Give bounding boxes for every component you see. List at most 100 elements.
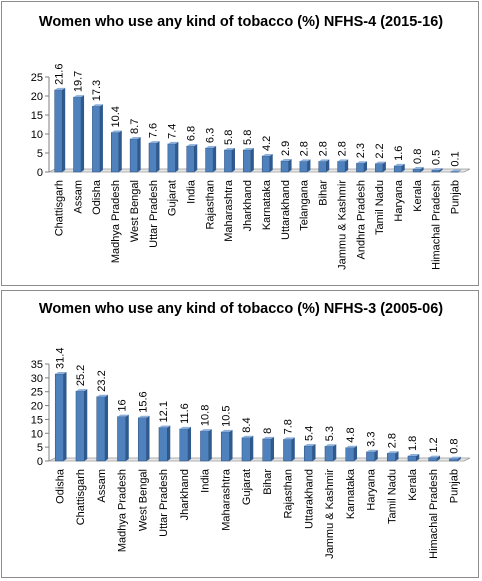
data-label: 15.6 — [137, 391, 149, 412]
y-tick-label: 0 — [37, 167, 43, 179]
bar-top — [413, 166, 424, 169]
bar-top — [148, 141, 160, 144]
data-label: 11.6 — [179, 403, 191, 424]
bar-front — [324, 446, 334, 462]
chart-panel-nfhs4: Women who use any kind of tobacco (%) NF… — [1, 1, 479, 286]
bar-top — [337, 159, 349, 162]
bar-front — [158, 427, 168, 462]
bar — [111, 130, 122, 173]
y-tick-label: 25 — [31, 72, 43, 84]
bar-side — [458, 169, 462, 172]
bar-front — [75, 390, 85, 462]
data-label: 0.1 — [450, 151, 462, 166]
category-label: Andhra Pradesh — [355, 180, 367, 260]
bar-top — [54, 87, 66, 90]
bar-side — [269, 154, 273, 172]
category-label: Jharkhand — [179, 469, 191, 520]
bar-side — [307, 159, 311, 172]
bar-front — [283, 439, 293, 462]
bar-front — [299, 161, 308, 173]
bar-front — [431, 169, 440, 173]
bar-front — [428, 457, 438, 462]
bar-side — [382, 161, 386, 172]
bar — [303, 444, 316, 462]
bar-top — [449, 456, 461, 459]
bar-top — [299, 159, 311, 162]
bar-top — [186, 144, 198, 147]
y-tick-label: 25 — [31, 387, 43, 399]
category-label: Punjab — [450, 180, 462, 214]
category-label: Maharashtra — [223, 179, 235, 242]
bar-top — [111, 130, 122, 133]
bar — [54, 87, 66, 173]
bar — [205, 146, 217, 173]
data-label: 4.2 — [261, 136, 273, 151]
bar-side — [213, 146, 217, 172]
bar-front — [450, 171, 459, 173]
category-label: Uttar Pradesh — [148, 180, 160, 248]
bar — [337, 159, 349, 173]
category-label: Rajasthan — [283, 469, 295, 519]
bar-front — [186, 145, 195, 173]
bar-top — [324, 444, 337, 447]
bar-top — [158, 425, 171, 428]
bar-top — [394, 163, 405, 166]
data-label: 31.4 — [54, 348, 66, 369]
bar-top — [345, 445, 358, 448]
bar — [393, 163, 405, 173]
data-label: 1.6 — [393, 146, 405, 161]
category-label: Karnataka — [261, 179, 273, 230]
data-label: 5.4 — [303, 426, 315, 441]
data-label: 4.8 — [345, 427, 357, 442]
bar-front — [412, 168, 421, 173]
bar-top — [428, 455, 441, 458]
bar-front — [280, 160, 289, 173]
y-tick-label: 10 — [31, 129, 43, 141]
bar-top — [73, 95, 85, 98]
bar-top — [262, 154, 273, 157]
bar-top — [375, 161, 386, 164]
category-label: Uttarakhand — [280, 180, 292, 240]
category-label: Bihar — [262, 469, 274, 495]
data-label: 0.5 — [431, 150, 443, 165]
bar — [158, 425, 171, 462]
category-label: West Bengal — [129, 180, 141, 242]
bar-front — [262, 438, 272, 462]
bar-front — [393, 165, 403, 173]
bar-side — [118, 130, 122, 172]
data-label: 6.8 — [185, 126, 197, 141]
bar-front — [449, 458, 459, 462]
category-label: Telangana — [299, 179, 311, 231]
bar-front — [375, 163, 384, 173]
bar-top — [304, 444, 316, 447]
bar-top — [75, 389, 88, 392]
y-tick-label: 15 — [31, 110, 43, 122]
bar-side — [99, 104, 103, 172]
data-label: 25.2 — [75, 365, 87, 386]
data-label: 6.3 — [204, 128, 216, 143]
bar — [129, 136, 141, 173]
category-label: Rajasthan — [204, 180, 216, 230]
bar-side — [354, 445, 358, 461]
bar-top — [356, 161, 368, 164]
category-label: Assam — [72, 180, 84, 214]
bar-side — [105, 394, 109, 461]
data-label: 7.4 — [167, 124, 179, 139]
data-label: 8.7 — [129, 119, 141, 134]
category-label: Madhya Pradesh — [110, 180, 122, 263]
bar-side — [81, 95, 85, 172]
bar — [224, 147, 235, 173]
bar — [179, 426, 192, 462]
bar-front — [356, 163, 365, 173]
bar — [280, 158, 292, 173]
category-label: Maharashtra — [220, 468, 232, 531]
bar — [241, 435, 254, 462]
category-label: India — [185, 179, 197, 204]
bar-top — [200, 429, 212, 432]
bar — [345, 445, 358, 462]
data-label: 3.3 — [366, 432, 378, 447]
bar-top — [117, 414, 129, 417]
bar-side — [420, 166, 424, 172]
category-label: Haryana — [366, 468, 378, 510]
data-label: 12.1 — [158, 401, 170, 422]
